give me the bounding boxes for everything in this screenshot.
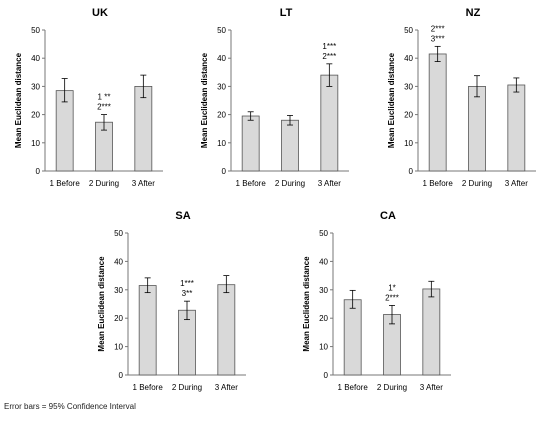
y-tick-label: 0 [409, 167, 414, 176]
y-tick-label: 40 [31, 54, 40, 63]
y-tick-label: 30 [217, 82, 226, 91]
bar-1-before [428, 53, 447, 172]
bar-3-after [507, 84, 526, 172]
significance-label: 1 ** [98, 93, 111, 102]
x-tick-label: 2 During [377, 383, 407, 392]
significance-label: 1* [388, 283, 396, 292]
y-tick-label: 30 [404, 82, 413, 91]
y-tick-label: 30 [319, 286, 328, 295]
y-tick-label: 10 [31, 139, 40, 148]
y-axis-label: Mean Euclidean distance [97, 256, 106, 352]
y-tick-label: 0 [36, 167, 41, 176]
chart-title: CA [380, 210, 396, 222]
chart-title: UK [92, 7, 108, 19]
significance-label: 1*** [180, 279, 194, 288]
y-axis-label: Mean Euclidean distance [302, 256, 311, 352]
y-tick-label: 20 [319, 314, 328, 323]
x-tick-label: 2 During [172, 383, 202, 392]
y-tick-label: 20 [404, 111, 413, 120]
y-tick-label: 20 [31, 111, 40, 120]
chart-panel-nz: NZ Mean Euclidean distance 0 10 20 30 40 50 1 Be… [387, 7, 536, 188]
chart-panel-uk: UK Mean Euclidean distance 0 10 20 30 40 50 1 Be… [14, 7, 163, 188]
significance-label: 1*** [322, 42, 336, 51]
x-tick-label: 1 Before [236, 179, 267, 188]
y-tick-label: 40 [319, 257, 328, 266]
significance-label: 2*** [322, 52, 336, 61]
x-tick-label: 3 After [318, 179, 341, 188]
y-tick-label: 30 [114, 286, 123, 295]
y-tick-label: 40 [114, 257, 123, 266]
y-tick-label: 20 [114, 314, 123, 323]
bar-2-during [281, 119, 299, 172]
chart-panel-sa: SA Mean Euclidean distance 0 10 20 30 40 50 1 Be… [97, 210, 246, 392]
y-axis-label: Mean Euclidean distance [14, 52, 23, 148]
y-tick-label: 10 [217, 139, 226, 148]
x-tick-label: 2 During [89, 179, 119, 188]
x-tick-label: 1 Before [50, 179, 81, 188]
significance-label: 2*** [431, 24, 445, 33]
bar-3-after [217, 284, 236, 376]
y-tick-label: 50 [31, 26, 40, 35]
x-tick-label: 3 After [505, 179, 528, 188]
y-tick-label: 50 [319, 229, 328, 238]
x-tick-label: 3 After [132, 179, 155, 188]
y-tick-label: 40 [404, 54, 413, 63]
chart-panel-ca: CA Mean Euclidean distance 0 10 20 30 40 50 1 Be… [302, 210, 451, 392]
bar-1-before [138, 285, 157, 376]
y-tick-label: 10 [114, 343, 123, 352]
x-tick-label: 1 Before [423, 179, 454, 188]
bar-2-during [468, 86, 486, 172]
y-tick-label: 0 [324, 371, 329, 380]
significance-label: 3** [182, 289, 193, 298]
y-tick-label: 10 [404, 139, 413, 148]
chart-title: NZ [466, 7, 481, 19]
bar-1-before [55, 90, 74, 172]
bar-3-after [134, 86, 153, 172]
x-tick-label: 1 Before [133, 383, 164, 392]
y-tick-label: 50 [404, 26, 413, 35]
y-tick-label: 0 [119, 371, 124, 380]
y-tick-label: 50 [217, 26, 226, 35]
y-tick-label: 20 [217, 111, 226, 120]
x-tick-label: 2 During [462, 179, 492, 188]
bar-1-before [241, 115, 260, 172]
significance-label: 3*** [431, 34, 445, 43]
x-tick-label: 3 After [215, 383, 238, 392]
significance-label: 2*** [97, 103, 111, 112]
x-tick-label: 2 During [275, 179, 305, 188]
chart-title: SA [175, 210, 190, 222]
y-tick-label: 50 [114, 229, 123, 238]
chart-title: LT [280, 7, 293, 19]
y-tick-label: 10 [319, 343, 328, 352]
chart-panel-lt: LT Mean Euclidean distance 0 10 20 30 40 50 1 Be… [200, 7, 349, 188]
y-tick-label: 40 [217, 54, 226, 63]
significance-label: 2*** [385, 293, 399, 302]
y-axis-label: Mean Euclidean distance [387, 52, 396, 148]
bar-1-before [343, 299, 362, 376]
bar-3-after [422, 288, 441, 376]
x-tick-label: 3 After [420, 383, 443, 392]
y-axis-label: Mean Euclidean distance [200, 52, 209, 148]
y-tick-label: 30 [31, 82, 40, 91]
footnote: Error bars = 95% Confidence Interval [4, 402, 136, 411]
bar-3-after [320, 74, 339, 172]
y-tick-label: 0 [222, 167, 227, 176]
x-tick-label: 1 Before [338, 383, 369, 392]
